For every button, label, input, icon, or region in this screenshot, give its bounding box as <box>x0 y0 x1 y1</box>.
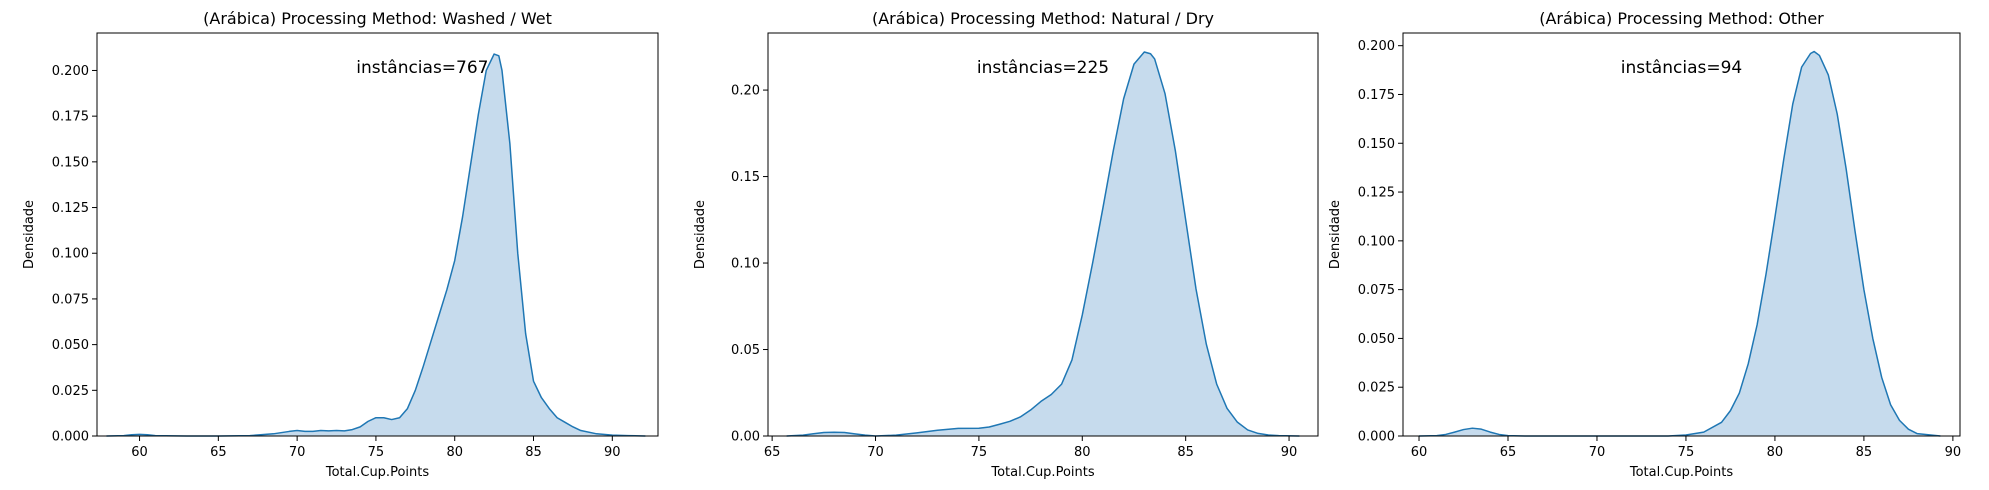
y-tick-label: 0.050 <box>52 338 89 353</box>
y-tick-label: 0.075 <box>1358 283 1395 298</box>
y-axis-label: Densidade <box>693 200 708 269</box>
y-tick-label: 0.00 <box>731 430 760 445</box>
y-tick-label: 0.150 <box>52 155 89 170</box>
x-tick-label: 70 <box>289 445 306 460</box>
x-tick-label: 85 <box>1177 445 1194 460</box>
y-tick-label: 0.10 <box>731 257 760 272</box>
y-axis-label: Densidade <box>1328 200 1343 269</box>
x-tick-label: 85 <box>525 445 542 460</box>
x-axis-label: Total.Cup.Points <box>325 465 429 480</box>
y-tick-label: 0.150 <box>1358 137 1395 152</box>
x-tick-label: 75 <box>1678 445 1695 460</box>
y-tick-label: 0.175 <box>52 110 89 125</box>
y-tick-label: 0.025 <box>1358 381 1395 396</box>
y-tick-label: 0.125 <box>52 201 89 216</box>
x-tick-label: 70 <box>1589 445 1606 460</box>
y-axis-label: Densidade <box>22 200 37 269</box>
x-tick-label: 75 <box>368 445 385 460</box>
x-tick-label: 90 <box>1945 445 1962 460</box>
x-tick-label: 65 <box>1500 445 1517 460</box>
plot-frame <box>1402 32 1961 437</box>
y-tick-label: 0.175 <box>1358 88 1395 103</box>
x-tick-label: 65 <box>210 445 227 460</box>
chart-panel-2: 65 70 75 80 85 90 0.00 0.05 0.10 0.15 0.20 (Arábica… <box>693 9 1319 480</box>
y-tick-label: 0.200 <box>1358 39 1395 54</box>
chart-title: (Arábica) Processing Method: Natural / D… <box>872 9 1214 28</box>
y-tick-label: 0.15 <box>731 170 760 185</box>
y-tick-label: 0.200 <box>52 64 89 79</box>
x-tick-label: 65 <box>764 445 781 460</box>
chart-title: (Arábica) Processing Method: Washed / We… <box>203 9 552 28</box>
y-tick-label: 0.125 <box>1358 186 1395 201</box>
density-line <box>106 53 646 437</box>
y-tick-label: 0.05 <box>731 343 760 358</box>
density-area <box>106 54 646 437</box>
x-tick-label: 80 <box>446 445 463 460</box>
y-tick-label: 0.100 <box>1358 234 1395 249</box>
x-tick-label: 90 <box>604 445 621 460</box>
y-tick-label: 0.20 <box>731 84 760 99</box>
y-tick-label: 0.075 <box>52 292 89 307</box>
density-line <box>786 51 1300 437</box>
x-tick-label: 60 <box>1411 445 1428 460</box>
y-tick-label: 0.000 <box>1358 430 1395 445</box>
density-area <box>1419 51 1941 436</box>
density-line <box>1419 50 1941 437</box>
x-tick-label: 85 <box>1856 445 1873 460</box>
x-axis-label: Total.Cup.Points <box>990 465 1094 480</box>
x-tick-label: 80 <box>1074 445 1091 460</box>
x-tick-label: 90 <box>1281 445 1298 460</box>
instance-count-annotation: instâncias=767 <box>356 58 488 78</box>
density-area <box>786 52 1300 436</box>
x-axis-label: Total.Cup.Points <box>1629 465 1733 480</box>
chart-panel-3: 60 65 70 75 80 85 90 0.000 0.025 0.050 0.075 0.100 0… <box>1328 9 1961 480</box>
chart-panel-1: 60 65 70 75 80 85 90 0.000 0.025 0.050 0.075 0.100 0… <box>22 9 659 480</box>
instance-count-annotation: instâncias=225 <box>977 58 1109 78</box>
y-tick-label: 0.025 <box>52 384 89 399</box>
x-tick-label: 75 <box>971 445 988 460</box>
instance-count-annotation: instâncias=94 <box>1621 58 1742 78</box>
y-tick-label: 0.050 <box>1358 332 1395 347</box>
y-tick-label: 0.000 <box>52 430 89 445</box>
x-tick-label: 60 <box>131 445 148 460</box>
chart-title: (Arábica) Processing Method: Other <box>1539 9 1824 28</box>
x-tick-label: 80 <box>1767 445 1784 460</box>
x-tick-label: 70 <box>867 445 884 460</box>
plot-frame <box>96 32 659 437</box>
y-tick-label: 0.100 <box>52 247 89 262</box>
plot-frame <box>767 32 1319 437</box>
